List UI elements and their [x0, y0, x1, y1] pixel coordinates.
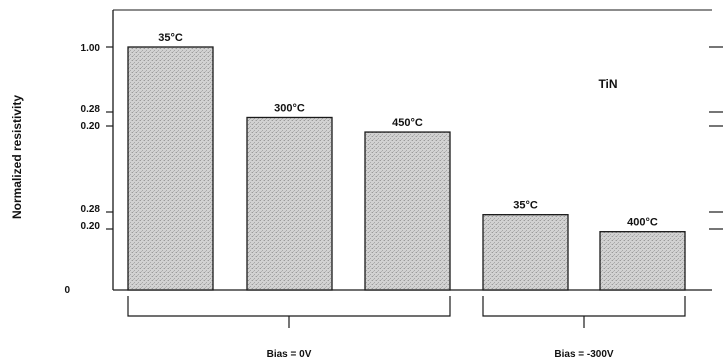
bar-label: 400°C: [627, 217, 658, 229]
y-axis-title: Normalized resistivity: [10, 95, 24, 219]
bar-bias-300v-400c: [599, 231, 686, 291]
material-annotation: TiN: [598, 77, 617, 91]
y-tick-label: 0.28: [81, 104, 101, 115]
y-tick-label: 0.28: [81, 204, 101, 215]
group-brackets: Bias = 0V Bias = -300V: [127, 296, 686, 360]
bar-bias-0v-35c: [127, 46, 214, 291]
bar-bias-0v-450c: [364, 131, 451, 291]
bar-label: 35°C: [158, 32, 183, 44]
y-tick-label: 0.20: [81, 121, 101, 132]
group-label: Bias = -300V: [554, 349, 614, 360]
y-tick-label: 0.20: [81, 221, 101, 232]
bar-bias-300v-35c: [482, 214, 569, 291]
y-tick-label: 0: [64, 285, 70, 296]
y-tick-label: 1.00: [81, 43, 101, 54]
bars-layer: 35°C 300°C 450°C 35°C 400°C: [127, 32, 686, 291]
bar-bias-0v-300c: [246, 116, 333, 291]
bar-label: 450°C: [392, 117, 423, 129]
group-bracket: [482, 296, 686, 328]
group-bracket: [127, 296, 451, 328]
bar-label: 35°C: [513, 200, 538, 212]
bar-label: 300°C: [274, 102, 305, 114]
group-label: Bias = 0V: [267, 349, 312, 360]
